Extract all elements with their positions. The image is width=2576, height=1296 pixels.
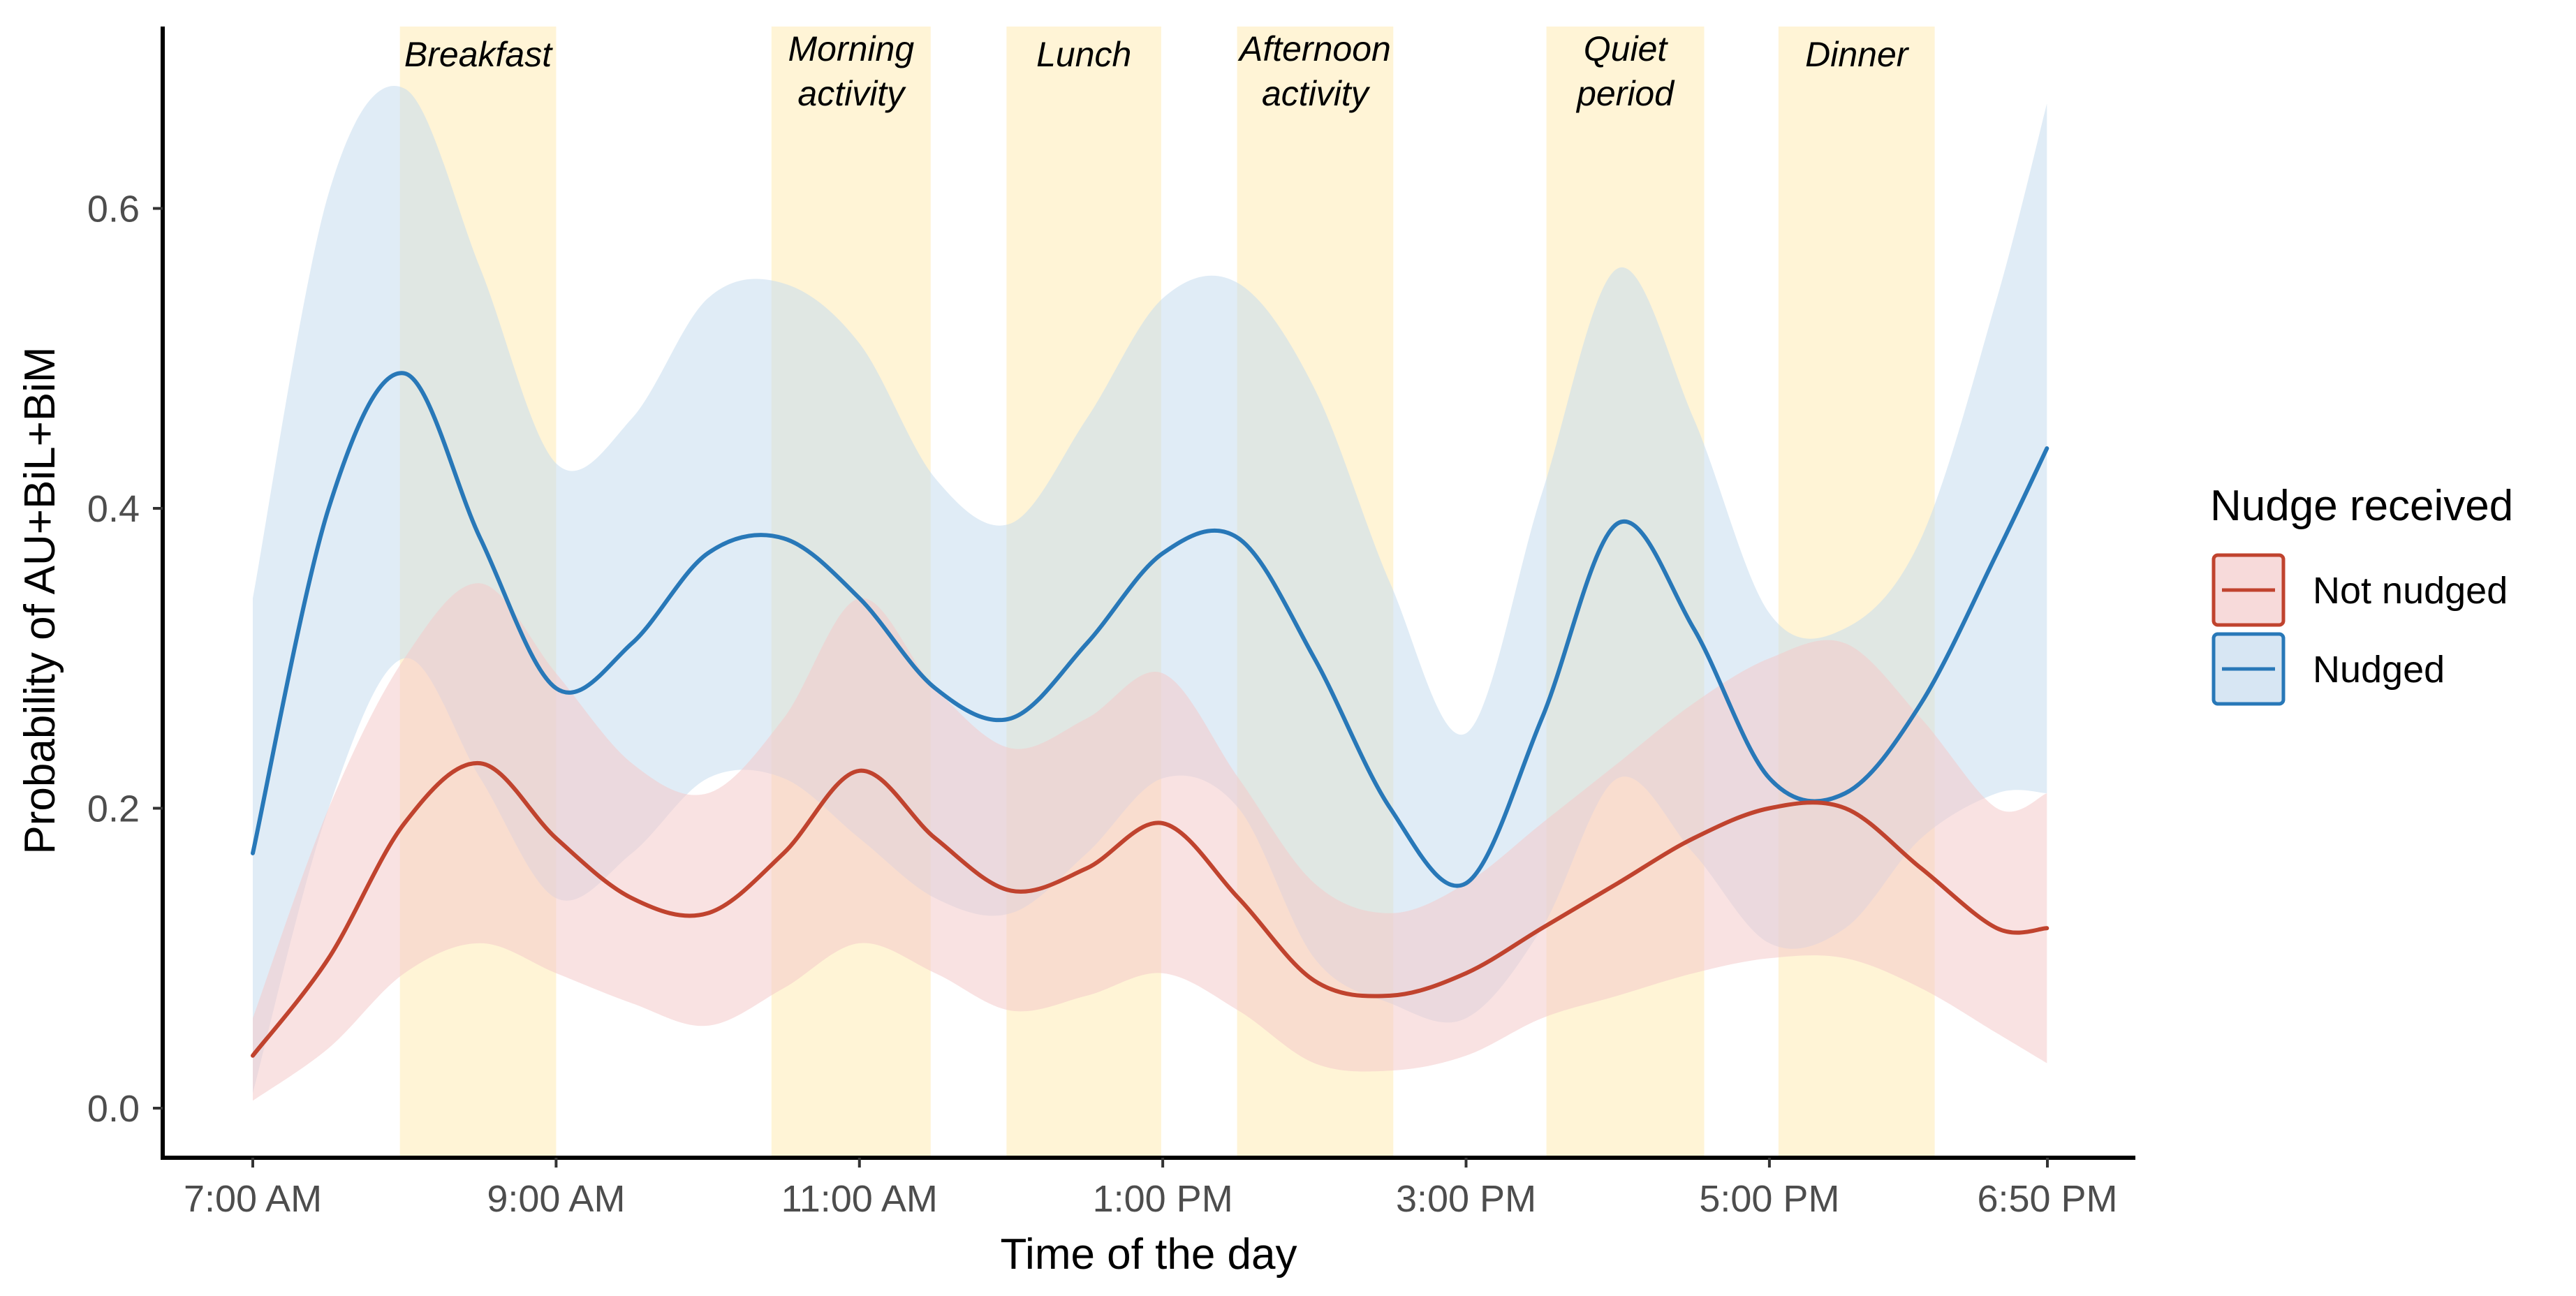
confidence-ribbons	[253, 85, 2047, 1101]
legend-label: Nudged	[2313, 649, 2445, 691]
confidence-ribbon-nudged	[253, 85, 2047, 1094]
x-tick-label: 5:00 PM	[1699, 1178, 1839, 1220]
x-axis-title: Time of the day	[1000, 1230, 1297, 1279]
x-tick-label: 6:50 PM	[1977, 1178, 2117, 1220]
x-tick-label: 3:00 PM	[1396, 1178, 1536, 1220]
y-tick-label: 0.4	[87, 488, 140, 530]
y-tick-label: 0.0	[87, 1088, 140, 1130]
period-label: Lunch	[1036, 35, 1131, 74]
y-tick-label: 0.2	[87, 788, 140, 830]
axes	[161, 27, 2135, 1160]
y-axis-title: Probability of AU+BiL+BiM	[16, 346, 64, 854]
period-label: Breakfast	[404, 35, 553, 74]
legend-title: Nudge received	[2210, 482, 2513, 530]
series-line-not-nudged	[251, 761, 2049, 1058]
period-label: Morning activity	[788, 29, 914, 113]
series-lines	[251, 371, 2049, 1058]
period-label: Dinner	[1805, 35, 1910, 74]
x-tick-label: 1:00 PM	[1093, 1178, 1233, 1220]
legend-label: Not nudged	[2313, 570, 2508, 612]
x-tick-label: 9:00 AM	[487, 1178, 625, 1220]
legend: Nudge received Not nudged Nudged	[2210, 482, 2513, 706]
y-tick-label: 0.6	[87, 189, 140, 230]
legend-entries: Not nudged Nudged	[2211, 553, 2508, 706]
confidence-ribbon-not-nudged	[253, 583, 2047, 1101]
x-tick-label: 11:00 AM	[781, 1178, 938, 1220]
period-labels: Breakfast Morning activity Lunch Afternoon ac…	[404, 29, 1910, 113]
series-line-nudged	[251, 371, 2049, 888]
period-label: Quiet period	[1575, 29, 1675, 113]
tick-labels: 7:00 AM 9:00 AM 11:00 AM 1:00 PM 3:00 PM 5:00…	[87, 189, 2118, 1221]
x-tick-label: 7:00 AM	[184, 1178, 322, 1220]
period-label: Afternoon activity	[1237, 29, 1391, 113]
